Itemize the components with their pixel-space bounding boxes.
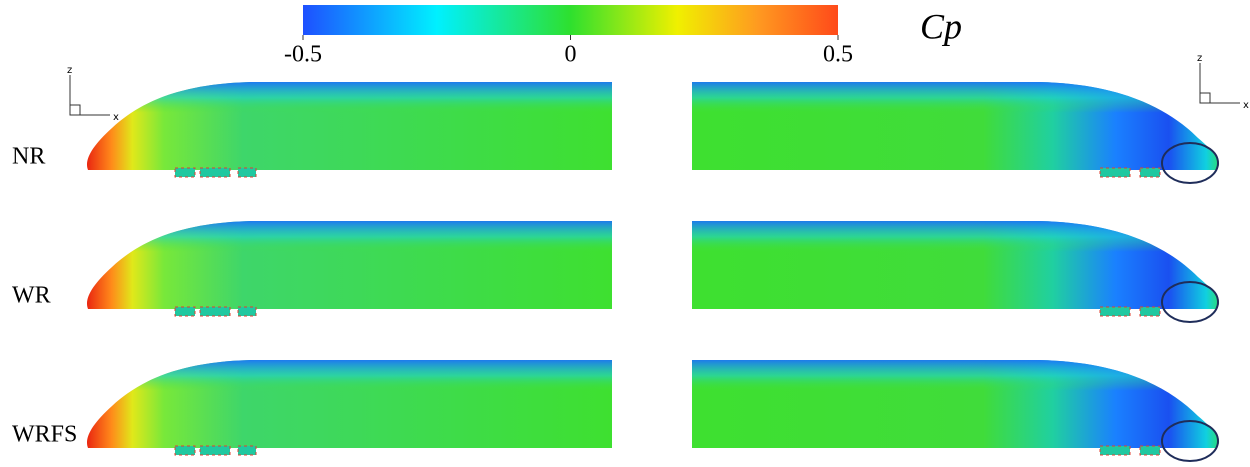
bogie: [199, 445, 231, 456]
row-label: WR: [12, 283, 51, 309]
colorbar-tick-label: 0.5: [823, 42, 853, 68]
bogie: [237, 445, 257, 456]
highlight-ellipse: [1161, 420, 1219, 462]
train-row: WR: [12, 221, 1220, 323]
bogie: [199, 167, 231, 178]
bogie: [237, 306, 257, 317]
highlight-ellipse: [1161, 142, 1219, 184]
train-row: WRFS: [12, 360, 1220, 462]
bogie: [174, 445, 196, 456]
bogie: [1099, 167, 1131, 178]
triad-z-label: z: [1197, 53, 1202, 64]
bogie: [174, 306, 196, 317]
train-row: NR: [12, 82, 1220, 184]
front-roof: [87, 221, 612, 309]
colorbar: [303, 5, 838, 35]
bogie: [1139, 445, 1161, 456]
bogie: [174, 167, 196, 178]
rear-roof: [692, 221, 1220, 309]
colorbar-tick-label: -0.5: [284, 42, 322, 68]
bogie: [199, 306, 231, 317]
bogie: [1099, 445, 1131, 456]
triad-box: [1199, 92, 1211, 104]
bogie: [1099, 306, 1131, 317]
bogie: [1139, 306, 1161, 317]
triad-z-label: z: [67, 65, 72, 76]
rear-roof: [692, 82, 1220, 170]
rear-roof: [692, 360, 1220, 448]
triad-x-label: x: [113, 112, 119, 123]
bogie: [237, 167, 257, 178]
highlight-ellipse: [1161, 281, 1219, 323]
bogie: [1139, 167, 1161, 178]
front-roof: [87, 82, 612, 170]
triad-box: [69, 104, 81, 116]
triad-x-label: x: [1243, 100, 1249, 111]
front-roof: [87, 360, 612, 448]
colorbar-tick-label: 0: [565, 42, 577, 68]
row-label: WRFS: [12, 422, 77, 448]
row-label: NR: [12, 144, 45, 170]
colorbar-title: Cp: [920, 6, 962, 46]
